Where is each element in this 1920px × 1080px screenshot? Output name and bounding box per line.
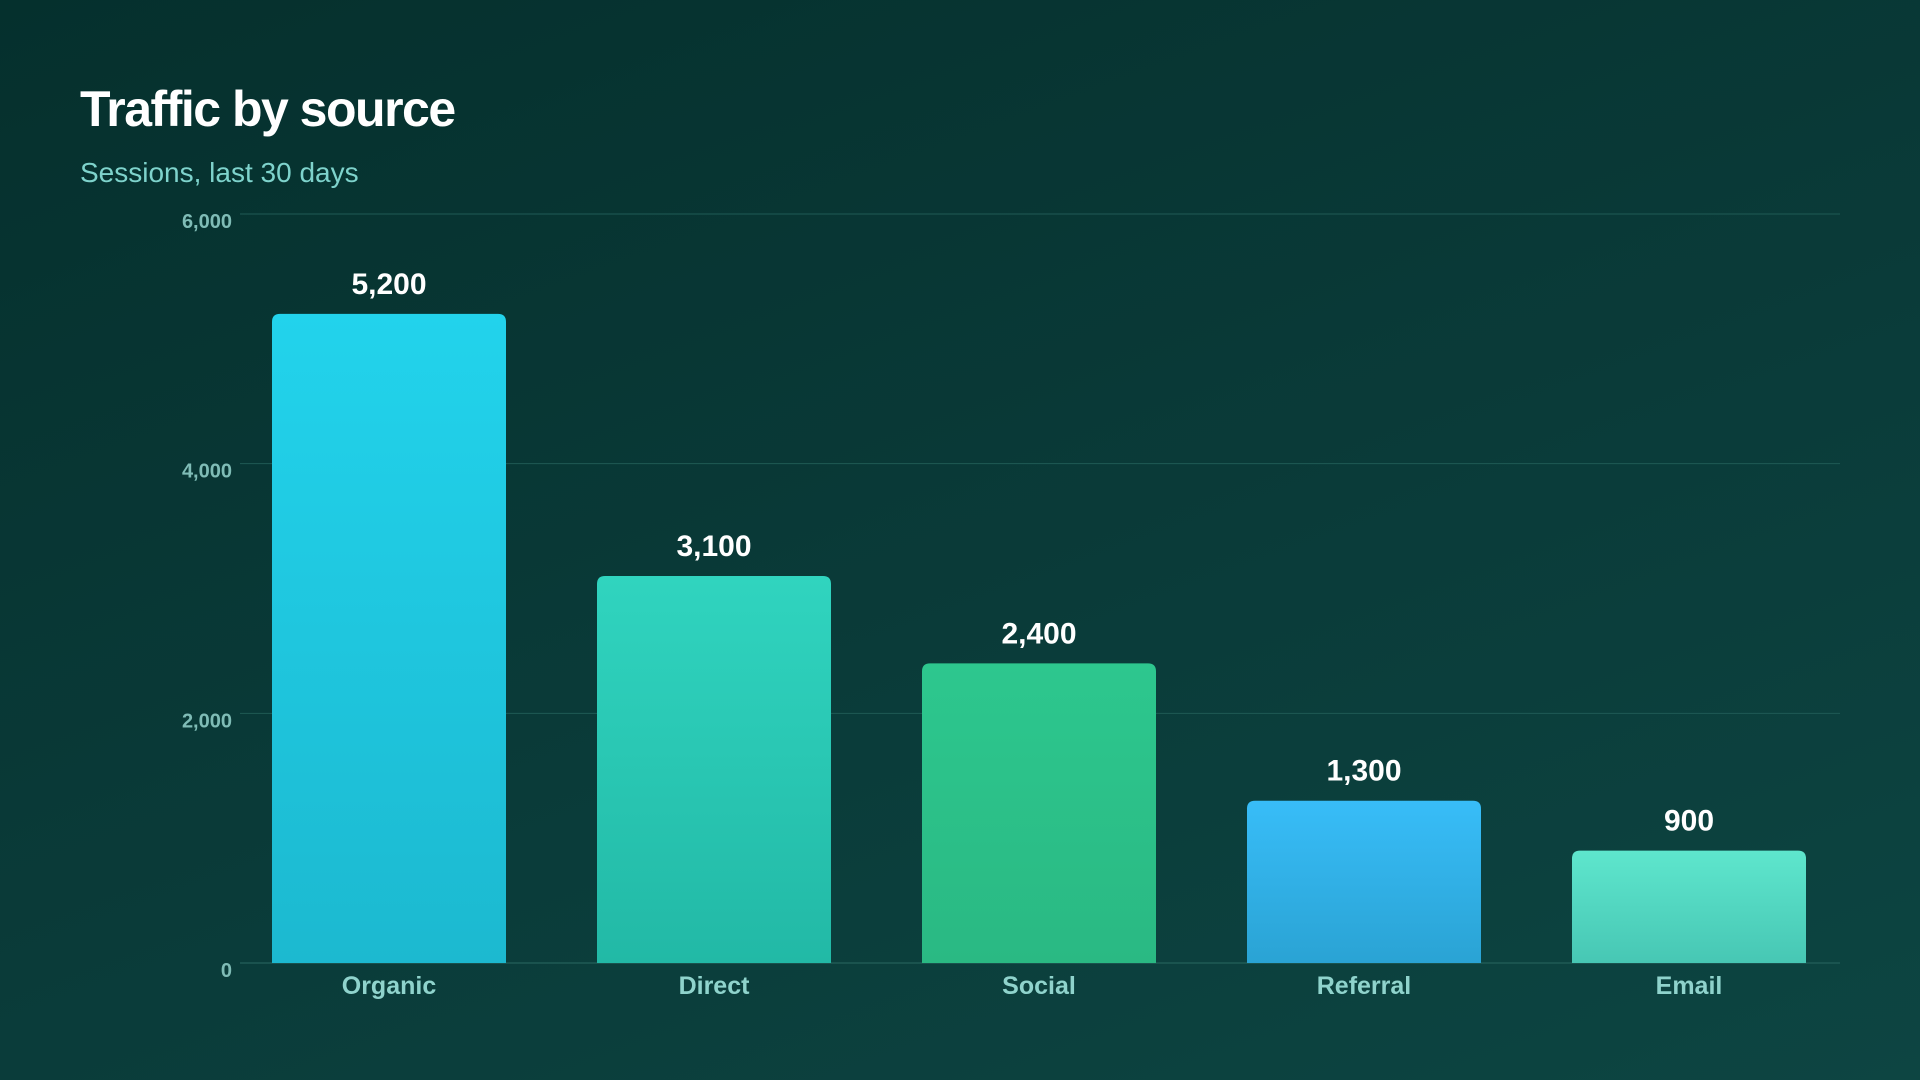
value-label-organic: 5,200	[351, 268, 426, 301]
category-label-social: Social	[1002, 972, 1076, 1000]
value-label-referral: 1,300	[1326, 755, 1401, 788]
bar-organic	[272, 313, 506, 963]
bar-direct	[597, 576, 831, 963]
y-tick-label: 2,000	[182, 710, 232, 732]
category-label-direct: Direct	[679, 972, 751, 1000]
chart-subtitle: Sessions, last 30 days	[80, 157, 359, 188]
value-labels: 5,200 3,100 2,400 1,300 900	[351, 268, 1714, 838]
y-tick-label: 6,000	[182, 211, 232, 233]
category-label-organic: Organic	[342, 972, 437, 1000]
bar-email	[1572, 850, 1806, 963]
value-label-social: 2,400	[1001, 617, 1076, 650]
category-label-email: Email	[1656, 972, 1723, 1000]
bar-social	[922, 663, 1156, 963]
category-label-referral: Referral	[1317, 972, 1412, 1000]
bar-referral	[1247, 800, 1481, 963]
value-label-email: 900	[1664, 805, 1714, 838]
x-axis-labels: Organic Direct Social Referral Email	[342, 972, 1723, 1000]
chart-title: Traffic by source	[80, 81, 456, 137]
y-tick-label: 0	[221, 960, 232, 982]
y-axis-ticks: 0 2,000 4,000 6,000	[182, 211, 232, 982]
y-tick-label: 4,000	[182, 461, 232, 483]
bars	[272, 313, 1806, 963]
value-label-direct: 3,100	[676, 530, 751, 563]
